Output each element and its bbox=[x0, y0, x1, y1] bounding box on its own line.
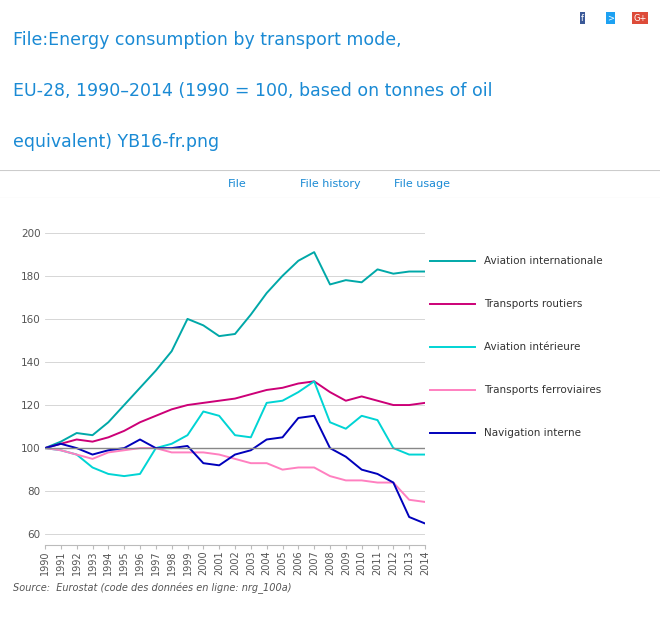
Text: Aviation internationale: Aviation internationale bbox=[484, 256, 603, 266]
Text: File:Energy consumption by transport mode,: File:Energy consumption by transport mod… bbox=[13, 31, 402, 49]
Text: Aviation intérieure: Aviation intérieure bbox=[484, 342, 580, 352]
Text: File history: File history bbox=[300, 179, 360, 189]
Text: equivalent) YB16-fr.png: equivalent) YB16-fr.png bbox=[13, 132, 219, 151]
Text: Transports routiers: Transports routiers bbox=[484, 299, 582, 309]
Text: Navigation interne: Navigation interne bbox=[484, 428, 581, 438]
Text: G+: G+ bbox=[634, 14, 647, 23]
Text: Transports ferroviaires: Transports ferroviaires bbox=[484, 385, 601, 395]
Text: EU-28, 1990–2014 (1990 = 100, based on tonnes of oil: EU-28, 1990–2014 (1990 = 100, based on t… bbox=[13, 82, 493, 100]
Text: File usage: File usage bbox=[395, 179, 450, 189]
Text: f: f bbox=[581, 14, 584, 23]
Text: File: File bbox=[228, 179, 247, 189]
Text: >: > bbox=[607, 14, 614, 23]
Text: Source:  Eurostat (code des données en ligne: nrg_100a): Source: Eurostat (code des données en li… bbox=[13, 583, 292, 594]
